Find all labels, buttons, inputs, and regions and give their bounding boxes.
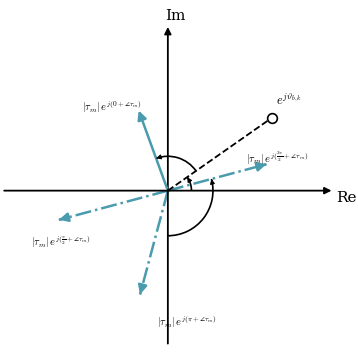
Text: $|\tau_m|\,e^{j(\pi+\angle\tau_m)}$: $|\tau_m|\,e^{j(\pi+\angle\tau_m)}$ bbox=[157, 314, 217, 330]
Text: $e^{j\vartheta_{b,k}}$: $e^{j\vartheta_{b,k}}$ bbox=[276, 93, 302, 108]
Text: $|\tau_m|\,e^{j(0+\angle\tau_m)}$: $|\tau_m|\,e^{j(0+\angle\tau_m)}$ bbox=[82, 99, 142, 115]
Text: $|\tau_m|\,e^{j(\frac{3\pi}{2}+\angle\tau_m)}$: $|\tau_m|\,e^{j(\frac{3\pi}{2}+\angle\ta… bbox=[246, 150, 309, 167]
Text: Re: Re bbox=[337, 191, 357, 205]
Text: $|\tau_m|\,e^{j(\frac{\pi}{2}+\angle\tau_m)}$: $|\tau_m|\,e^{j(\frac{\pi}{2}+\angle\tau… bbox=[31, 234, 90, 250]
Text: Im: Im bbox=[165, 9, 185, 23]
